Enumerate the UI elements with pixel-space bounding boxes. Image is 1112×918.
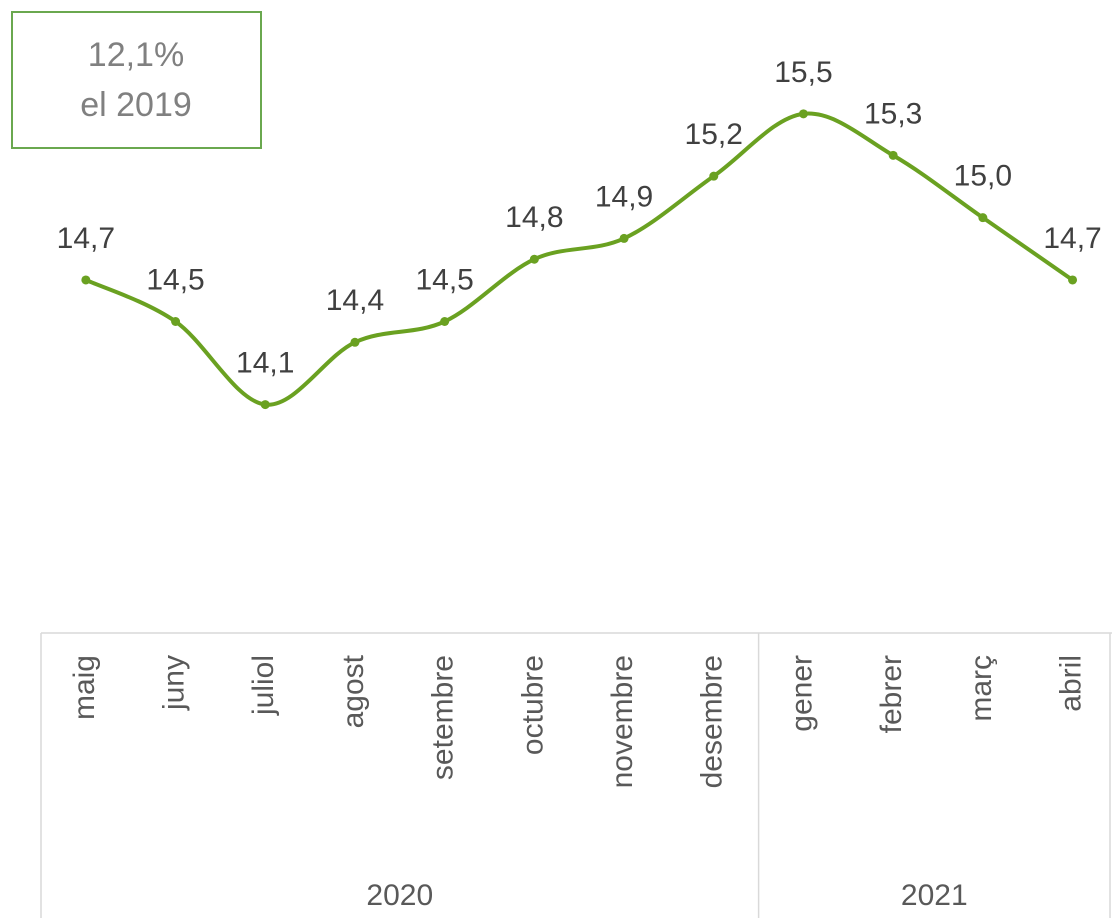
marker — [440, 317, 450, 326]
data-label: 14,1 — [236, 346, 294, 379]
data-label: 15,0 — [954, 160, 1012, 193]
marker — [171, 317, 181, 326]
data-label: 14,4 — [326, 284, 384, 317]
marker — [619, 233, 629, 243]
x-tick-label: abril — [1054, 655, 1087, 712]
data-label: 15,3 — [864, 97, 922, 130]
annotation-box — [11, 11, 262, 149]
x-tick-label: juny — [157, 655, 190, 711]
group-label: 2021 — [901, 879, 968, 912]
data-label: 14,9 — [595, 180, 653, 213]
x-tick-label: gener — [785, 655, 818, 732]
group-label: 2020 — [366, 879, 433, 912]
x-tick-label: juliol — [247, 655, 280, 716]
x-tick-label: novembre — [606, 655, 639, 788]
data-label: 14,5 — [146, 263, 204, 296]
marker — [888, 150, 898, 160]
data-label: 14,7 — [1043, 222, 1101, 255]
x-tick-label: desembre — [696, 655, 729, 788]
annotation-line: el 2019 — [80, 86, 192, 124]
marker — [260, 400, 270, 410]
x-tick-label: setembre — [427, 655, 460, 780]
marker — [350, 337, 360, 347]
marker — [1068, 275, 1078, 285]
annotation-line: 12,1% — [88, 36, 184, 74]
x-tick-label: octubre — [516, 655, 549, 755]
data-label: 14,8 — [505, 201, 563, 234]
data-label: 14,7 — [57, 222, 115, 255]
line — [83, 111, 1075, 407]
x-tick-label: febrer — [875, 655, 908, 733]
data-label: 15,5 — [774, 56, 832, 89]
data-label: 14,5 — [415, 263, 473, 296]
marker — [709, 171, 719, 181]
marker — [978, 213, 988, 223]
marker — [529, 254, 539, 264]
x-tick-label: agost — [337, 654, 370, 728]
marker — [81, 275, 91, 285]
marker — [798, 109, 808, 119]
data-label: 15,2 — [685, 118, 743, 151]
x-tick-label: març — [965, 655, 998, 722]
x-tick-label: maig — [68, 655, 101, 720]
